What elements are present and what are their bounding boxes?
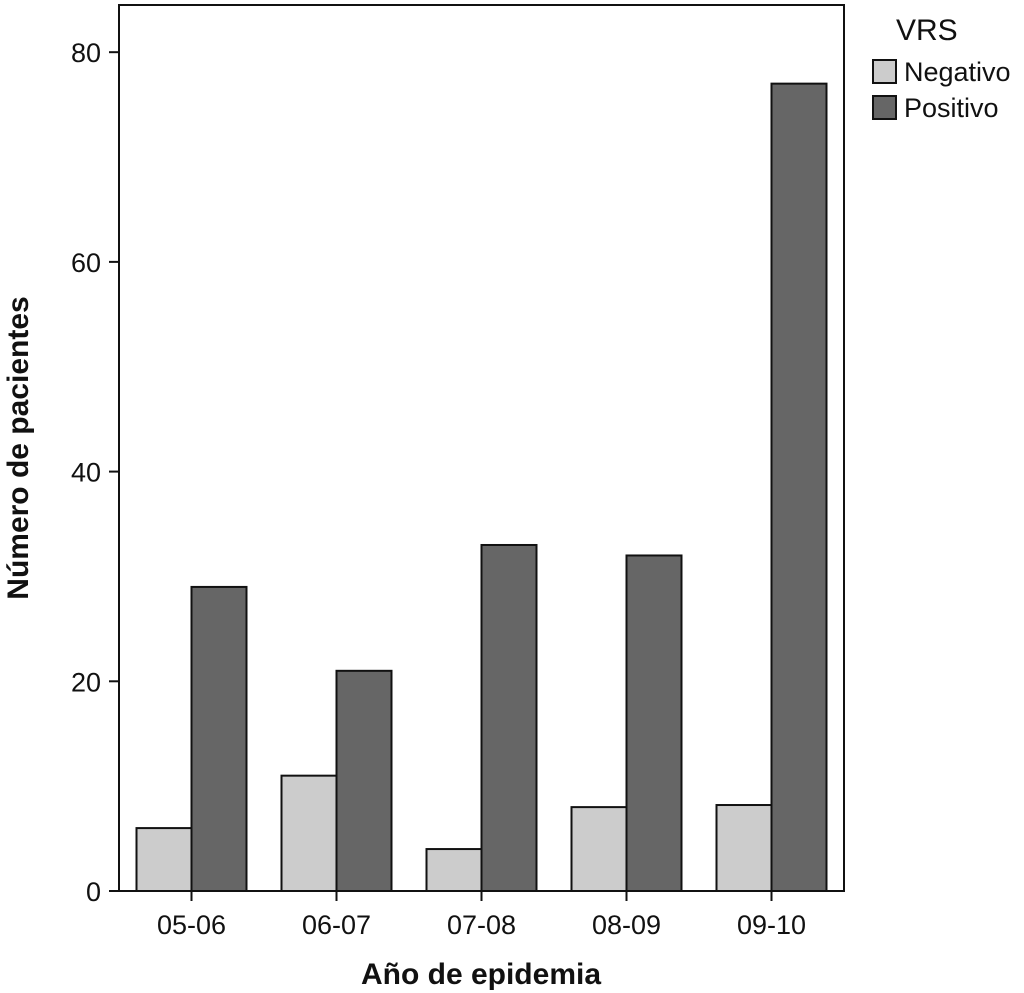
x-tick-label: 05-06	[157, 910, 226, 940]
y-tick-label: 80	[71, 38, 101, 68]
legend-label-positivo: Positivo	[904, 93, 999, 123]
legend-label-negativo: Negativo	[904, 57, 1011, 87]
bar-negativo-07-08	[425, 848, 483, 892]
y-tick-label: 0	[86, 877, 101, 907]
legend-swatch-negativo	[872, 59, 897, 84]
legend-title: VRS	[896, 14, 958, 47]
bar-positivo-07-08	[480, 543, 538, 892]
x-tick-label: 08-09	[592, 910, 661, 940]
bar-positivo-08-09	[625, 554, 683, 893]
bar-negativo-06-07	[280, 774, 338, 892]
bars-group	[135, 82, 828, 893]
bar-negativo-08-09	[570, 806, 628, 893]
legend-swatch-positivo	[872, 95, 897, 120]
y-axis: 0 20 40 60 80	[71, 38, 119, 907]
bar-positivo-06-07	[335, 669, 393, 893]
legend-items: Negativo Positivo	[872, 57, 1011, 123]
x-tick-label: 06-07	[302, 910, 371, 940]
x-tick-label: 07-08	[447, 910, 516, 940]
bar-negativo-09-10	[715, 804, 773, 892]
x-tick-label: 09-10	[737, 910, 806, 940]
x-axis: 05-06 06-07 07-08 08-09 09-10	[157, 891, 806, 940]
y-tick-label: 60	[71, 248, 101, 278]
y-tick-label: 40	[71, 458, 101, 488]
bar-negativo-05-06	[135, 827, 193, 892]
y-axis-title: Número de pacientes	[2, 296, 35, 599]
legend: VRS Negativo Positivo	[872, 14, 1011, 123]
y-tick-label: 20	[71, 667, 101, 697]
bar-positivo-05-06	[190, 585, 248, 893]
x-axis-title: Año de epidemia	[361, 958, 601, 991]
bar-positivo-09-10	[770, 82, 828, 893]
